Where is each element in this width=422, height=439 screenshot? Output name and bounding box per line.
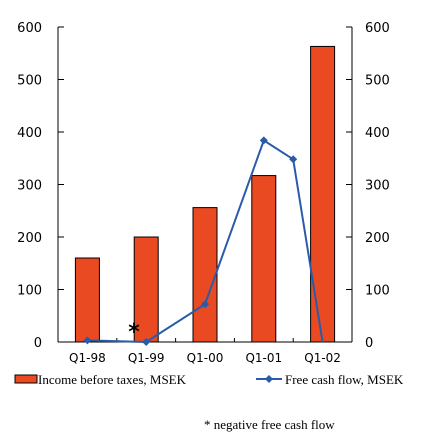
left-y-tick-label: 0	[34, 336, 42, 351]
x-category-label: Q1-00	[187, 351, 224, 365]
axes	[57, 26, 353, 343]
right-y-tick-label: 0	[365, 336, 373, 351]
right-y-tick-label: 300	[365, 179, 390, 194]
right-axis-tick-labels: 0 100 200 300 400 500 600	[365, 21, 390, 351]
x-category-label: Q1-99	[128, 351, 165, 365]
negative-flow-asterisk: *	[128, 320, 140, 345]
income-bar	[192, 207, 218, 343]
income-bar	[133, 236, 159, 343]
legend-line-marker	[265, 375, 273, 383]
legend-free-cash-flow-swatch	[256, 375, 282, 383]
income-bar	[74, 257, 100, 343]
x-axis-category-labels: Q1-98 Q1-99 Q1-00 Q1-01 Q1-02	[69, 351, 341, 365]
left-y-tick-label: 400	[17, 126, 42, 141]
right-y-tick-label: 400	[365, 126, 390, 141]
legend-free-cash-flow-label: Free cash flow, MSEK	[285, 372, 404, 387]
x-category-label: Q1-01	[245, 351, 282, 365]
footnote: * negative free cash flow	[204, 417, 335, 432]
left-axis-tick-labels: 0 100 200 300 400 500 600	[17, 21, 42, 351]
free-cash-flow-marker	[259, 136, 268, 145]
right-y-tick-label: 100	[365, 284, 390, 299]
left-y-tick-label: 600	[17, 21, 42, 36]
right-y-tick-label: 200	[365, 231, 390, 246]
legend-income-swatch	[14, 374, 38, 384]
x-category-label: Q1-02	[304, 351, 341, 365]
free-cash-flow-marker	[83, 336, 92, 345]
right-y-tick-label: 600	[365, 21, 390, 36]
legend: Income before taxes, MSEK Free cash flow…	[14, 372, 404, 387]
left-y-tick-label: 500	[17, 74, 42, 89]
x-category-label: Q1-98	[69, 351, 106, 365]
left-y-tick-label: 200	[17, 231, 42, 246]
free-cash-flow-marker	[201, 300, 209, 309]
free-cash-flow-marker	[289, 155, 298, 164]
free-cash-flow-marker	[142, 338, 151, 346]
left-y-tick-label: 100	[17, 284, 42, 299]
income-bars	[74, 45, 336, 343]
left-y-tick-label: 300	[17, 179, 42, 194]
free-cash-flow-polyline	[87, 138, 324, 344]
income-bar	[251, 175, 277, 343]
income-bar	[310, 45, 336, 343]
free-cash-flow-line	[83, 136, 324, 346]
legend-income-label: Income before taxes, MSEK	[38, 372, 187, 387]
right-y-tick-label: 500	[365, 74, 390, 89]
